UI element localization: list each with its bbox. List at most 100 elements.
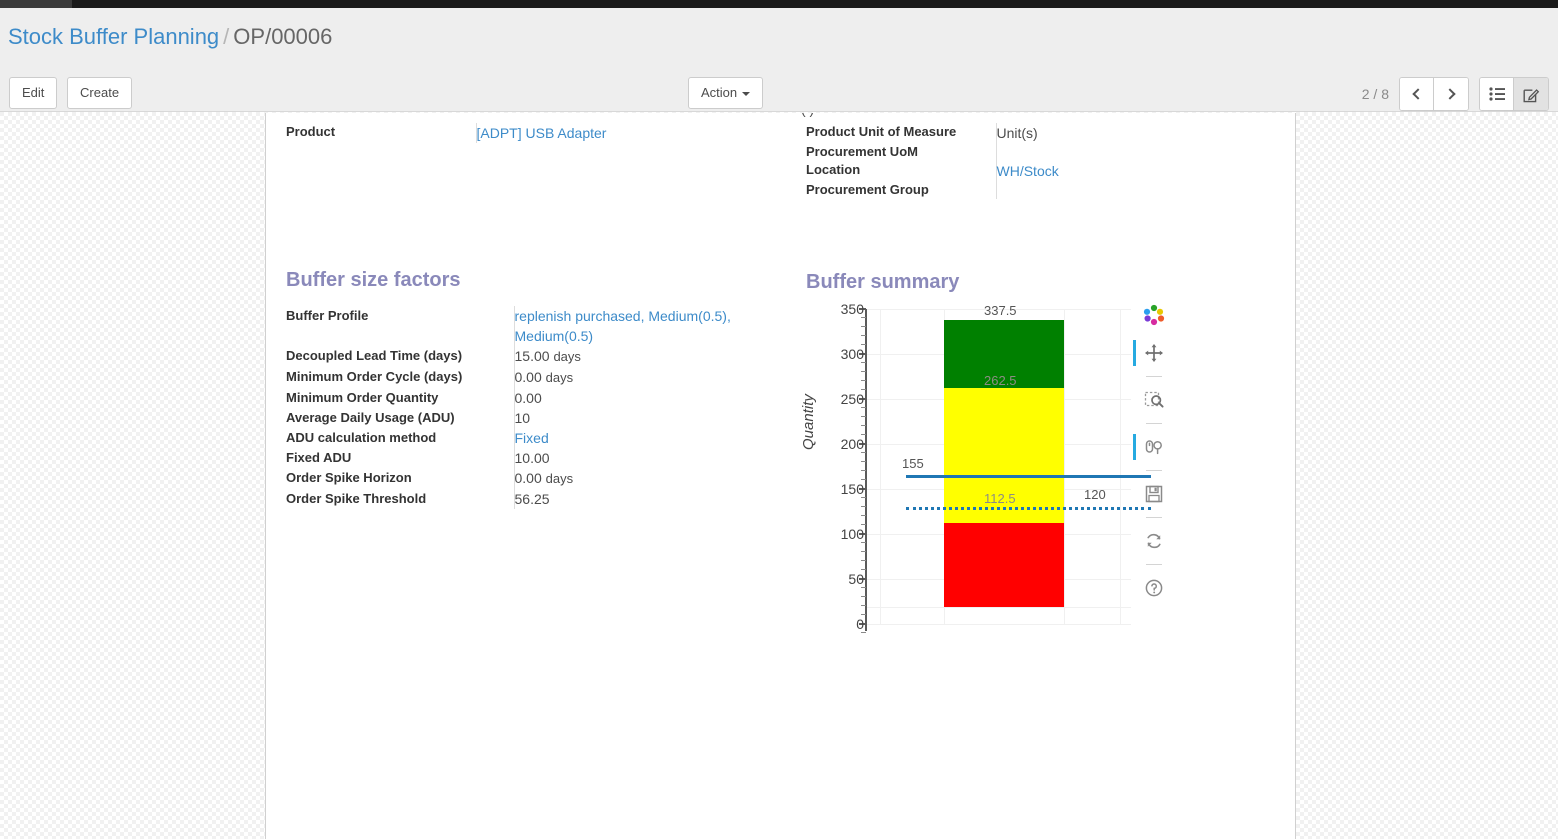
gridline-horizontal <box>866 309 1131 310</box>
value-decoupled-lead-time: 15.00 days <box>513 346 786 367</box>
chart-toolbar <box>1133 300 1172 611</box>
table-row: Average Daily Usage (ADU) 10 <box>286 408 786 428</box>
order-spike-horizon-number: 0.00 <box>514 470 542 486</box>
product-link[interactable]: [ADPT] USB Adapter <box>476 125 607 141</box>
pan-tool-button[interactable] <box>1133 338 1169 368</box>
form-sheet: ( ) Product [ADPT] USB Adapter Produc <box>265 113 1296 839</box>
y-tick-minor <box>861 605 866 606</box>
chart-label-337-5: 337.5 <box>984 303 1017 318</box>
buffer-summary-chart[interactable]: Quantity <box>800 300 1186 800</box>
y-tick-minor <box>861 497 866 498</box>
label-buffer-profile: Buffer Profile <box>286 308 369 323</box>
pan-tool-icon <box>1145 344 1163 362</box>
minimum-order-cycle-number: 0.00 <box>514 369 542 385</box>
adu-calculation-method-link[interactable]: Fixed <box>514 430 549 446</box>
field-label-product: Product <box>286 124 336 139</box>
gridline-horizontal <box>866 624 1131 625</box>
box-zoom-icon <box>1144 391 1164 408</box>
table-row: Buffer Profile replenish purchased, Medi… <box>286 306 786 346</box>
buffer-profile-link[interactable]: replenish purchased, Medium(0.5), Medium… <box>514 308 731 344</box>
label-decoupled-lead-time: Decoupled Lead Time (days) <box>286 348 463 363</box>
y-tick-minor <box>861 461 866 462</box>
label-minimum-order-quantity: Minimum Order Quantity <box>286 390 439 405</box>
y-tick-label: 150 <box>840 481 864 497</box>
y-tick-minor <box>861 344 866 345</box>
chart-net-flow-position-line <box>906 475 1151 478</box>
save-icon <box>1145 485 1163 503</box>
help-button[interactable] <box>1139 573 1169 603</box>
buffer-summary-title: Buffer summary <box>806 271 960 293</box>
y-tick-minor <box>861 479 866 480</box>
caret-down-icon <box>742 91 751 96</box>
record-action-buttons: Edit Create <box>9 77 138 109</box>
pager-next-button[interactable] <box>1434 78 1468 110</box>
chart-on-hand-position-line <box>906 507 1151 510</box>
value-adu-calculation-method: Fixed <box>513 428 786 448</box>
y-tick-minor <box>861 470 866 471</box>
y-tick-label: 100 <box>840 526 864 542</box>
clipped-row-text: ( ) <box>801 113 814 117</box>
y-tick-label: 350 <box>840 301 864 317</box>
action-menu-wrapper: Action <box>688 77 764 109</box>
value-buffer-profile: replenish purchased, Medium(0.5), Medium… <box>513 306 786 346</box>
label-order-spike-horizon: Order Spike Horizon <box>286 470 412 485</box>
clipped-row-above: ( ) <box>266 113 1297 121</box>
y-tick-minor <box>861 542 866 543</box>
label-average-daily-usage: Average Daily Usage (ADU) <box>286 410 455 425</box>
box-zoom-button[interactable] <box>1139 385 1169 415</box>
browser-tab <box>0 0 72 8</box>
table-row: Minimum Order Quantity 0.00 <box>286 388 786 408</box>
y-tick-major <box>859 398 866 400</box>
form-view-icon <box>1523 88 1539 102</box>
chart-label-262-5: 262.5 <box>984 373 1017 388</box>
product-field-group: Product [ADPT] USB Adapter <box>286 123 786 143</box>
action-dropdown-button[interactable]: Action <box>688 77 764 109</box>
y-tick-minor <box>861 632 866 633</box>
y-tick-minor <box>861 587 866 588</box>
save-button[interactable] <box>1139 479 1169 509</box>
wheel-zoom-button[interactable] <box>1133 432 1169 462</box>
chart-bar-yellow-zone[interactable] <box>944 388 1064 523</box>
y-tick-minor <box>861 380 866 381</box>
breadcrumb-root-link[interactable]: Stock Buffer Planning <box>8 24 220 49</box>
y-tick-label: 250 <box>840 391 864 407</box>
pager: 2 / 8 <box>1362 77 1549 111</box>
y-tick-minor <box>861 407 866 408</box>
bokeh-logo-button[interactable] <box>1139 300 1169 330</box>
table-row: Decoupled Lead Time (days) 15.00 days <box>286 346 786 367</box>
table-row: ADU calculation method Fixed <box>286 428 786 448</box>
breadcrumb-current: OP/00006 <box>233 24 333 49</box>
pager-previous-button[interactable] <box>1400 78 1434 110</box>
edit-button[interactable]: Edit <box>9 77 58 109</box>
y-tick-major <box>859 488 866 490</box>
chart-bar-red-zone[interactable] <box>944 523 1064 607</box>
toolbar-divider <box>1146 470 1162 471</box>
list-view-button[interactable] <box>1480 78 1514 110</box>
create-button[interactable]: Create <box>67 77 133 109</box>
location-link[interactable]: WH/Stock <box>996 163 1059 179</box>
chart-label-112-5: 112.5 <box>984 491 1016 506</box>
y-tick-major <box>859 353 866 355</box>
field-label-location: Location <box>806 162 861 177</box>
table-row: Minimum Order Cycle (days) 0.00 days <box>286 367 786 388</box>
y-tick-minor <box>861 389 866 390</box>
label-fixed-adu: Fixed ADU <box>286 450 352 465</box>
chart-bar-green-zone[interactable] <box>944 320 1064 388</box>
form-view-button[interactable] <box>1514 78 1548 110</box>
buffer-size-factors-table: Buffer Profile replenish purchased, Medi… <box>286 306 786 509</box>
field-value-location: WH/Stock <box>995 161 1286 181</box>
value-order-spike-horizon: 0.00 days <box>513 468 786 489</box>
y-tick-major <box>859 533 866 535</box>
form-background: ( ) Product [ADPT] USB Adapter Produc <box>0 113 1558 839</box>
y-tick-major <box>859 443 866 445</box>
chart-plot-area[interactable]: 337.5 262.5 112.5 155 120 <box>866 303 1151 625</box>
y-tick-minor <box>861 614 866 615</box>
y-tick-minor <box>861 434 866 435</box>
bokeh-logo-icon <box>1143 304 1165 326</box>
value-minimum-order-quantity: 0.00 <box>513 388 786 408</box>
reset-button[interactable] <box>1139 526 1169 556</box>
header-left-column: Product [ADPT] USB Adapter <box>286 123 786 143</box>
label-minimum-order-cycle: Minimum Order Cycle (days) <box>286 369 463 384</box>
label-order-spike-threshold: Order Spike Threshold <box>286 491 427 506</box>
label-adu-calculation-method: ADU calculation method <box>286 430 437 445</box>
